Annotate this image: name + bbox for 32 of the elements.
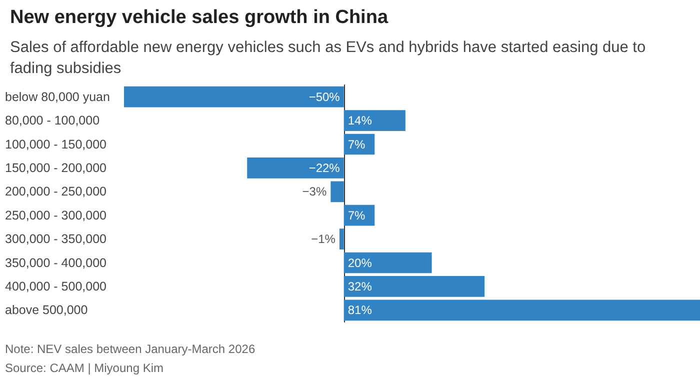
chart-subtitle: Sales of affordable new energy vehicles such as EVs and hybrids have started easing due to fading subsidies — [10, 39, 650, 77]
data-label: 32% — [348, 279, 372, 294]
y-tick-label: 200,000 - 250,000 — [5, 184, 107, 199]
y-tick-label: 250,000 - 300,000 — [5, 208, 107, 222]
y-tick-label: 350,000 - 400,000 — [5, 256, 107, 270]
bar — [344, 252, 432, 274]
data-label: 7% — [348, 208, 366, 222]
text: Note: NEV sales between January-March 2026 — [5, 342, 256, 356]
bar — [344, 276, 485, 297]
data-label: −22% — [308, 160, 340, 175]
y-tick-label: below 80,000 yuan — [5, 90, 110, 104]
bar — [344, 300, 700, 321]
y-tick-label: 80,000 - 100,000 — [5, 114, 100, 128]
y-tick-label: 300,000 - 350,000 — [5, 232, 107, 246]
source-note: Source: CAAM | Miyoung Kim — [5, 361, 164, 375]
data-label: −50% — [308, 90, 340, 104]
data-label: 81% — [348, 303, 372, 318]
y-tick-label: above 500,000 — [5, 303, 88, 318]
chart-title: New energy vehicle sales growth in China — [10, 7, 388, 28]
bar — [330, 181, 344, 202]
y-tick-label: 100,000 - 150,000 — [5, 137, 107, 152]
bar — [247, 158, 344, 178]
bar — [124, 86, 344, 108]
data-label: −1% — [311, 232, 336, 246]
data-label: −3% — [302, 184, 327, 199]
bar — [344, 110, 406, 131]
bar — [339, 228, 344, 250]
data-label: 7% — [348, 137, 366, 152]
y-tick-label: 400,000 - 500,000 — [5, 279, 107, 294]
data-label: 14% — [348, 114, 372, 128]
data-label: 20% — [348, 256, 372, 270]
y-tick-label: 150,000 - 200,000 — [5, 160, 107, 175]
